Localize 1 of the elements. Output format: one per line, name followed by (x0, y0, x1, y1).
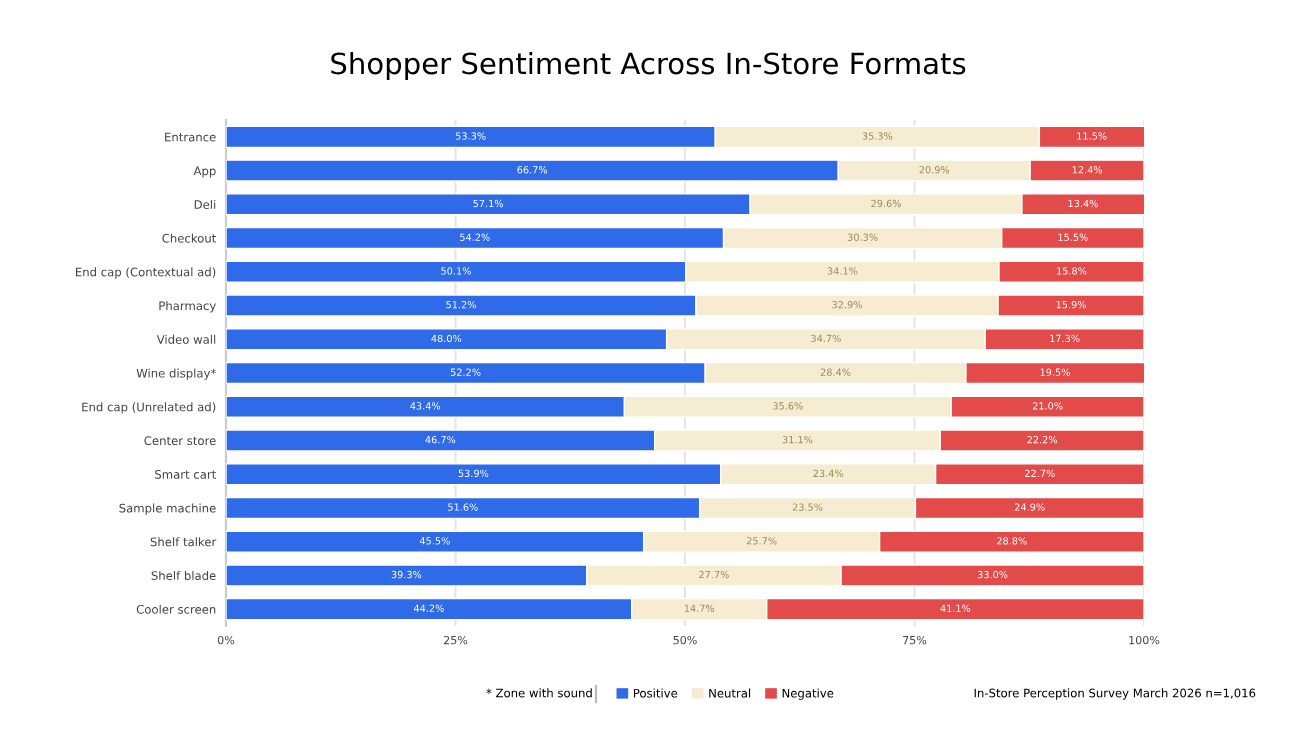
chart-title: Shopper Sentiment Across In-Store Formats (331, 51, 966, 81)
